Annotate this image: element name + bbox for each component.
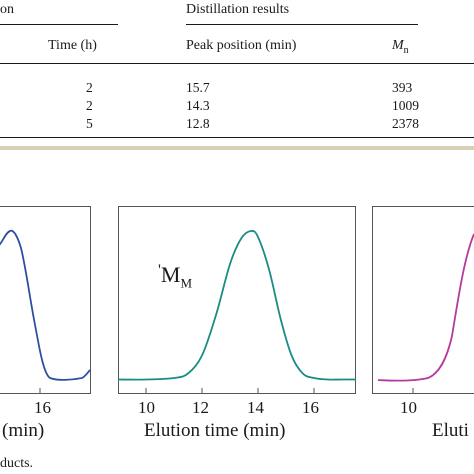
left-series-line [0, 229, 91, 381]
annotation-mark: ' [158, 262, 161, 279]
middle-tick-label-14: 14 [247, 398, 264, 417]
rule-group-left [0, 24, 118, 25]
middle-series-line [117, 230, 356, 381]
table-row-3-time: 5 [86, 116, 93, 131]
chart-panel-left [0, 206, 91, 394]
annotation-main: M [160, 262, 181, 287]
rule-table-bottom [0, 137, 474, 138]
middle-axis-title: Elution time (min) [144, 420, 286, 441]
section-divider-band [0, 146, 474, 150]
rule-group-right [186, 24, 418, 25]
middle-tick-label-10: 10 [138, 398, 155, 417]
column-header-mn: Mn [392, 38, 409, 56]
table-row-2-peak: 14.3 [186, 98, 210, 113]
left-tick-label-16: 16 [34, 398, 51, 417]
table-row-3-peak: 12.8 [186, 116, 210, 131]
table-row-1-mn: 393 [392, 80, 413, 95]
table-row-1-peak: 15.7 [186, 80, 210, 95]
table-row-2-time: 2 [86, 98, 93, 113]
column-header-peak: Peak position (min) [186, 38, 297, 53]
middle-panel-annotation: 'MM [158, 262, 192, 291]
table-group-header-left: on [0, 2, 14, 17]
table-row-1-time: 2 [86, 80, 93, 95]
mn-subscript: n [403, 44, 409, 56]
right-series-line [377, 233, 474, 382]
column-header-time: Time (h) [48, 38, 97, 53]
table-row-3-mn: 2378 [392, 116, 419, 131]
caption-fragment: ducts. [0, 456, 34, 471]
rule-header-bottom [0, 63, 474, 64]
middle-tick-label-12: 12 [192, 398, 209, 417]
table-row-2-mn: 1009 [392, 98, 419, 113]
chart-panel-middle [118, 206, 356, 394]
chart-panel-right [372, 206, 474, 394]
mn-symbol: M [392, 38, 404, 53]
annotation-sub: M [180, 275, 193, 291]
right-axis-title-fragment: Eluti [432, 420, 469, 441]
table-group-header-right: Distillation results [186, 2, 290, 17]
right-tick-label-10: 10 [400, 398, 417, 417]
middle-tick-label-16: 16 [302, 398, 319, 417]
left-axis-title-fragment: (min) [2, 420, 45, 441]
